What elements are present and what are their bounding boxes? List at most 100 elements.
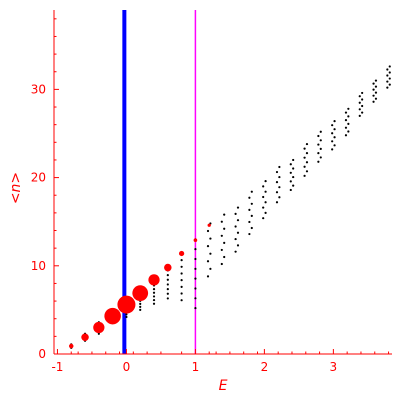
data-dot xyxy=(236,244,240,247)
data-dot xyxy=(347,115,350,118)
red-marker xyxy=(207,223,211,227)
data-dot xyxy=(317,134,320,138)
data-dot xyxy=(209,252,212,255)
data-dot xyxy=(303,147,306,150)
data-dot xyxy=(333,136,336,139)
data-dot xyxy=(264,180,267,183)
data-dot xyxy=(223,213,226,216)
data-dot xyxy=(236,206,240,209)
data-dot xyxy=(331,140,334,143)
data-dot xyxy=(236,219,240,222)
data-dot xyxy=(374,97,378,100)
data-dot xyxy=(361,111,364,114)
data-dot xyxy=(125,315,128,319)
data-dot xyxy=(206,275,210,278)
data-dot xyxy=(333,128,336,131)
data-dot xyxy=(248,208,251,211)
dot-column xyxy=(220,213,226,266)
data-dot xyxy=(250,214,253,217)
red-marker xyxy=(178,250,185,257)
data-dot xyxy=(347,122,350,126)
data-dot xyxy=(305,142,309,146)
data-dot xyxy=(372,88,375,91)
data-dot xyxy=(262,195,265,199)
data-dot xyxy=(194,267,197,270)
red-marker xyxy=(93,321,105,334)
data-dot xyxy=(194,307,197,310)
data-dot xyxy=(317,152,320,155)
data-dot xyxy=(319,130,322,133)
dot-column xyxy=(275,165,281,204)
y-axis-label: <n> xyxy=(8,172,24,204)
dot-column xyxy=(303,142,309,177)
data-dot xyxy=(248,220,251,224)
dot-column xyxy=(180,252,183,302)
data-dot xyxy=(278,186,281,189)
data-dot xyxy=(139,302,142,305)
red-marker xyxy=(68,343,74,349)
data-dot xyxy=(206,260,210,263)
data-dot xyxy=(180,259,183,262)
y-tick-label: 0 xyxy=(38,347,46,361)
data-dot xyxy=(278,175,281,179)
data-dot xyxy=(347,107,350,110)
data-dot xyxy=(262,217,265,220)
x-tick-label: 3 xyxy=(330,360,338,374)
data-dot xyxy=(262,185,265,188)
data-dot xyxy=(194,287,197,290)
data-dot xyxy=(220,220,223,223)
data-dot xyxy=(374,91,378,94)
data-dot xyxy=(319,147,322,150)
data-dot xyxy=(331,148,334,151)
data-dot xyxy=(194,257,197,261)
data-dot xyxy=(152,295,156,298)
data-dot xyxy=(388,77,391,80)
data-dot xyxy=(374,85,378,88)
data-dot xyxy=(166,278,169,281)
data-dot xyxy=(206,229,210,233)
data-dot xyxy=(275,170,279,174)
dot-column xyxy=(331,120,336,151)
data-dot xyxy=(374,79,378,82)
data-dot xyxy=(264,190,267,193)
data-dot xyxy=(292,158,295,162)
data-dot xyxy=(319,139,322,142)
red-marker xyxy=(193,238,198,243)
data-dot xyxy=(166,297,169,300)
data-dot xyxy=(292,167,295,170)
data-dot xyxy=(139,308,142,311)
data-dot xyxy=(223,255,226,259)
data-dot xyxy=(248,232,251,236)
data-dot xyxy=(388,83,391,86)
data-dot xyxy=(289,188,292,192)
data-dot xyxy=(344,111,348,114)
data-dot xyxy=(358,95,361,98)
data-dot xyxy=(248,196,251,199)
dot-column xyxy=(206,222,212,278)
x-tick-label: 0 xyxy=(123,360,131,374)
red-marker xyxy=(164,263,172,272)
data-dot xyxy=(97,332,100,335)
data-dot xyxy=(289,180,292,183)
x-tick-label: 2 xyxy=(261,360,269,374)
data-dot xyxy=(275,201,279,204)
data-dot xyxy=(317,143,320,146)
data-dot xyxy=(292,175,295,179)
data-dot xyxy=(289,171,292,174)
data-dot xyxy=(361,104,364,108)
data-dot xyxy=(333,144,336,147)
data-dot xyxy=(234,237,237,241)
red-markers xyxy=(68,223,211,349)
dot-column xyxy=(289,158,295,192)
data-dot xyxy=(358,114,361,117)
data-dot xyxy=(344,134,348,137)
data-dot xyxy=(180,279,183,282)
dot-column xyxy=(262,180,267,220)
data-dot xyxy=(319,156,322,159)
data-dot xyxy=(180,292,183,295)
data-dot xyxy=(236,231,240,234)
data-dot xyxy=(331,124,334,127)
data-dot xyxy=(180,285,183,288)
data-dot xyxy=(152,291,156,294)
